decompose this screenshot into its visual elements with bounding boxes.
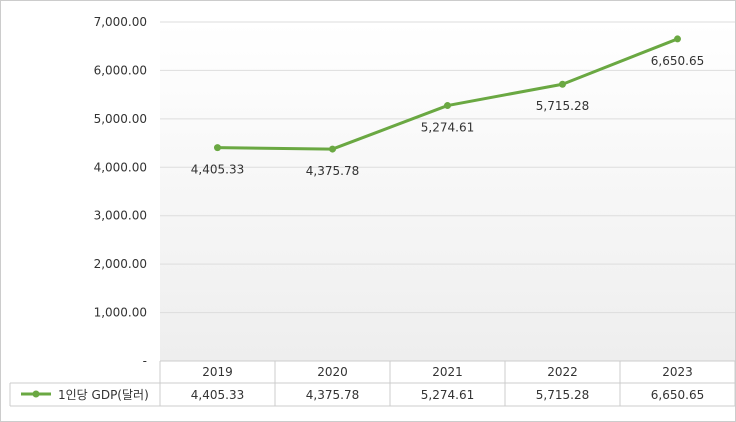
y-tick-label: 1,000.00 xyxy=(94,306,147,320)
y-tick-label: - xyxy=(143,354,147,368)
data-label: 4,405.33 xyxy=(191,163,244,177)
data-point xyxy=(444,102,451,110)
data-point xyxy=(329,145,336,153)
data-point xyxy=(214,144,221,152)
data-label: 4,375.78 xyxy=(306,164,359,178)
x-category-label: 2020 xyxy=(317,365,348,379)
y-tick-label: 3,000.00 xyxy=(94,209,147,223)
data-point xyxy=(674,35,681,43)
data-label: 5,274.61 xyxy=(421,121,474,135)
legend-series-name: 1인당 GDP(달러) xyxy=(58,388,149,402)
y-tick-label: 4,000.00 xyxy=(94,160,147,174)
y-tick-label: 7,000.00 xyxy=(94,15,147,29)
table-value-cell: 4,405.33 xyxy=(191,388,244,402)
table-value-cell: 5,274.61 xyxy=(421,388,474,402)
table-value-cell: 6,650.65 xyxy=(651,388,704,402)
data-point xyxy=(559,80,566,88)
data-label: 5,715.28 xyxy=(536,99,589,113)
x-category-label: 2023 xyxy=(662,365,693,379)
y-tick-label: 5,000.00 xyxy=(94,112,147,126)
data-label: 6,650.65 xyxy=(651,54,704,68)
y-tick-label: 6,000.00 xyxy=(94,63,147,77)
table-value-cell: 4,375.78 xyxy=(306,388,359,402)
legend-point-marker xyxy=(32,390,40,398)
plot-area xyxy=(160,22,735,361)
x-category-label: 2021 xyxy=(432,365,463,379)
x-category-label: 2022 xyxy=(547,365,578,379)
table-value-cell: 5,715.28 xyxy=(536,388,589,402)
x-category-label: 2019 xyxy=(202,365,233,379)
y-tick-label: 2,000.00 xyxy=(94,257,147,271)
